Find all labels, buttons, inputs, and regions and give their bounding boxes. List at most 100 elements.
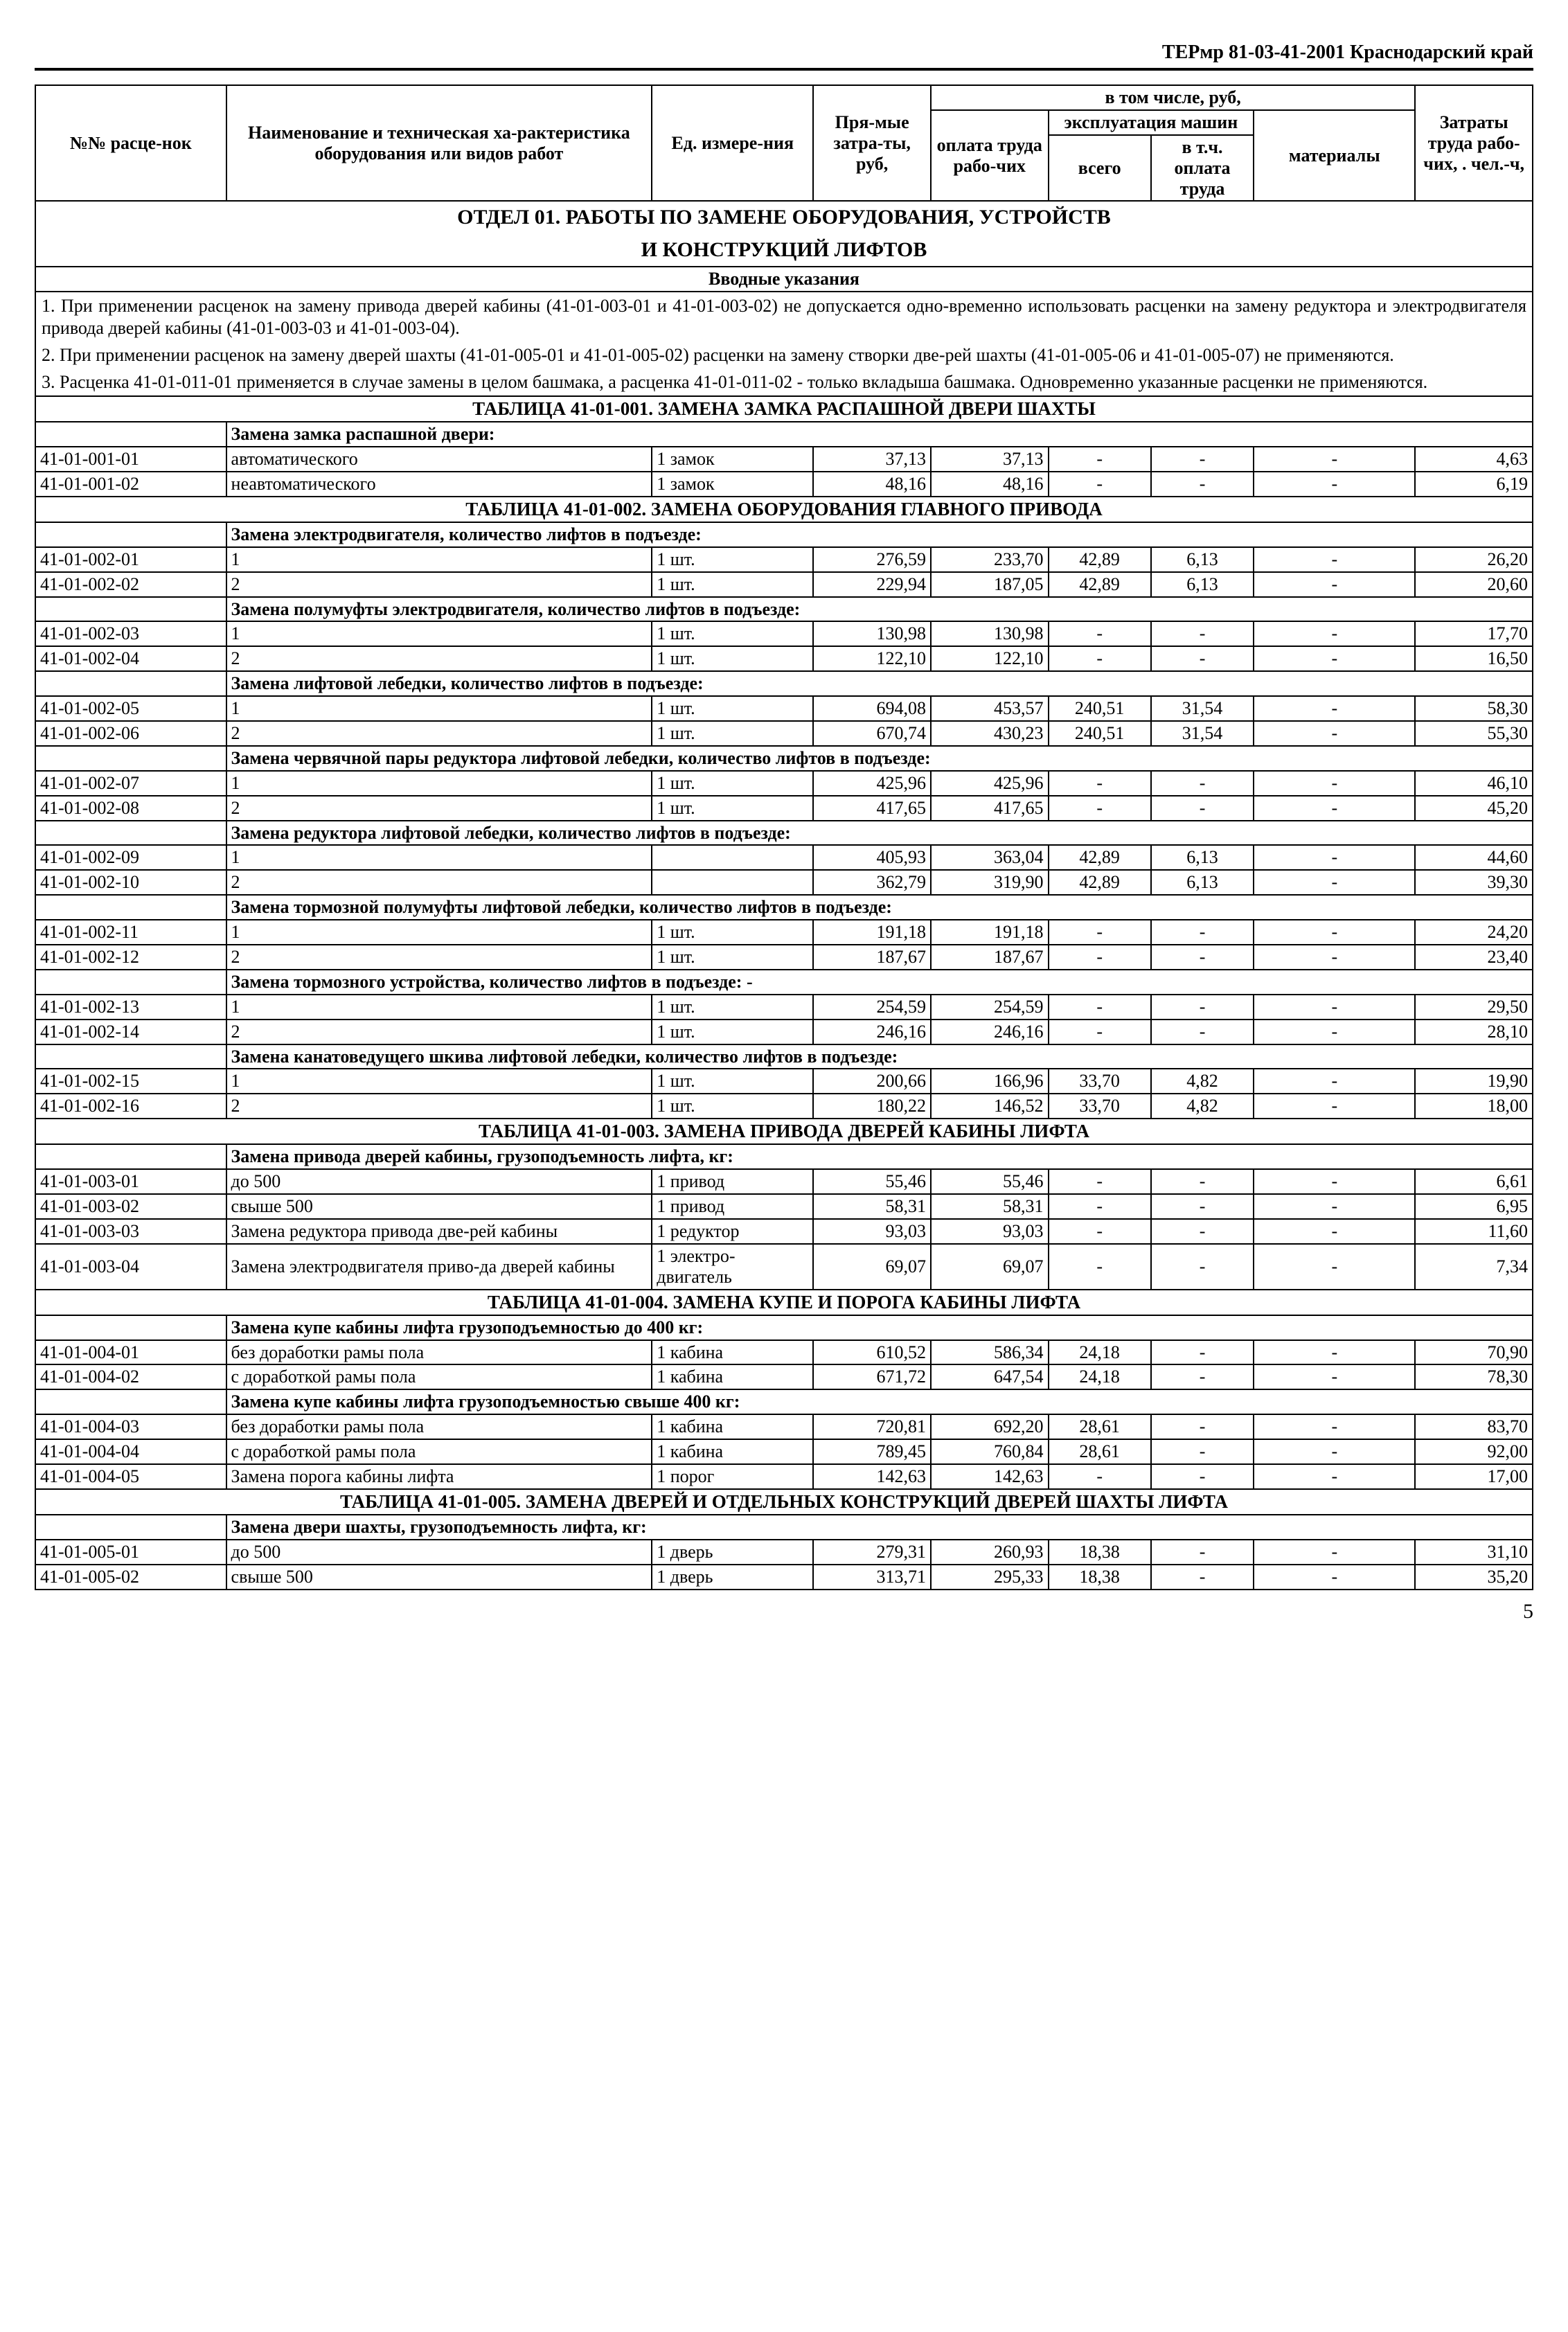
cell-v3: 31,54 [1151, 696, 1254, 721]
cell-v0: 425,96 [813, 771, 931, 796]
cell-v5: 28,10 [1415, 1020, 1533, 1044]
cell-unit: 1 электро-двигатель [652, 1244, 813, 1290]
t002-title: ТАБЛИЦА 41-01-002. ЗАМЕНА ОБОРУДОВАНИЯ Г… [35, 497, 1533, 522]
cell-v0: 789,45 [813, 1439, 931, 1464]
cell-unit: 1 кабина [652, 1414, 813, 1439]
cell-v1: 146,52 [931, 1094, 1049, 1119]
t003-title: ТАБЛИЦА 41-01-003. ЗАМЕНА ПРИВОДА ДВЕРЕЙ… [35, 1119, 1533, 1144]
cell-v3: 6,13 [1151, 845, 1254, 870]
cell-v0: 417,65 [813, 796, 931, 821]
cell-code: 41-01-005-02 [35, 1565, 226, 1590]
t002-g6: Замена тормозной полумуфты лифтовой лебе… [226, 895, 1533, 920]
cell-name: свыше 500 [226, 1565, 652, 1590]
cell-v2: - [1049, 447, 1151, 472]
cell-v4: - [1254, 1094, 1415, 1119]
doc-header: ТЕРмр 81-03-41-2001 Краснодарский край [35, 42, 1533, 71]
col-name: Наименование и техническая ха-рактеристи… [226, 85, 652, 201]
t002-g1: Замена электродвигателя, количество лифт… [226, 522, 1533, 547]
cell-v3: - [1151, 771, 1254, 796]
cell-unit: 1 кабина [652, 1439, 813, 1464]
col-mat: материалы [1254, 110, 1415, 202]
cell-v3: 6,13 [1151, 572, 1254, 597]
cell-v0: 694,08 [813, 696, 931, 721]
cell-v0: 229,94 [813, 572, 931, 597]
cell-v2: - [1049, 796, 1151, 821]
table-row: 41-01-002-102362,79319,9042,896,13-39,30 [35, 870, 1533, 895]
cell-v4: - [1254, 1219, 1415, 1244]
cell-v2: 24,18 [1049, 1340, 1151, 1365]
cell-v1: 55,46 [931, 1169, 1049, 1194]
cell-v0: 405,93 [813, 845, 931, 870]
cell-v4: - [1254, 646, 1415, 671]
cell-unit: 1 шт. [652, 721, 813, 746]
cell-name: до 500 [226, 1169, 652, 1194]
table-row: 41-01-002-0111 шт.276,59233,7042,896,13-… [35, 547, 1533, 572]
cell-v4: - [1254, 447, 1415, 472]
cell-code: 41-01-004-03 [35, 1414, 226, 1439]
cell-v5: 19,90 [1415, 1069, 1533, 1094]
cell-name: 2 [226, 1020, 652, 1044]
table-row: 41-01-002-1111 шт.191,18191,18---24,20 [35, 920, 1533, 945]
intro-p2: 2. При применении расценок на замену две… [35, 341, 1533, 368]
cell-v1: 166,96 [931, 1069, 1049, 1094]
cell-code: 41-01-002-11 [35, 920, 226, 945]
cell-v2: - [1049, 920, 1151, 945]
cell-v3: 31,54 [1151, 721, 1254, 746]
cell-v0: 69,07 [813, 1244, 931, 1290]
cell-name: неавтоматического [226, 472, 652, 497]
cell-unit: 1 привод [652, 1169, 813, 1194]
cell-v5: 24,20 [1415, 920, 1533, 945]
cell-v4: - [1254, 920, 1415, 945]
cell-v5: 31,10 [1415, 1540, 1533, 1565]
cell-v2: 28,61 [1049, 1439, 1151, 1464]
cell-v3: - [1151, 1464, 1254, 1489]
t005-title: ТАБЛИЦА 41-01-005. ЗАМЕНА ДВЕРЕЙ И ОТДЕЛ… [35, 1489, 1533, 1515]
cell-unit [652, 845, 813, 870]
cell-v3: - [1151, 1364, 1254, 1389]
cell-v5: 83,70 [1415, 1414, 1533, 1439]
col-mach-total: всего [1049, 135, 1151, 202]
cell-v1: 430,23 [931, 721, 1049, 746]
cell-v1: 647,54 [931, 1364, 1049, 1389]
cell-v1: 246,16 [931, 1020, 1049, 1044]
cell-v0: 313,71 [813, 1565, 931, 1590]
cell-v0: 362,79 [813, 870, 931, 895]
cell-unit: 1 шт. [652, 646, 813, 671]
cell-unit: 1 замок [652, 472, 813, 497]
table-row: 41-01-003-01до 5001 привод55,4655,46---6… [35, 1169, 1533, 1194]
cell-v0: 279,31 [813, 1540, 931, 1565]
cell-v5: 29,50 [1415, 995, 1533, 1020]
cell-v3: 6,13 [1151, 547, 1254, 572]
cell-v5: 6,61 [1415, 1169, 1533, 1194]
cell-v5: 58,30 [1415, 696, 1533, 721]
t002-g8: Замена канатоведущего шкива лифтовой леб… [226, 1044, 1533, 1069]
cell-code: 41-01-002-15 [35, 1069, 226, 1094]
cell-v0: 55,46 [813, 1169, 931, 1194]
cell-v2: - [1049, 945, 1151, 970]
cell-v3: - [1151, 621, 1254, 646]
cell-v0: 187,67 [813, 945, 931, 970]
cell-v2: - [1049, 1169, 1151, 1194]
cell-v5: 18,00 [1415, 1094, 1533, 1119]
cell-v4: - [1254, 1439, 1415, 1464]
cell-unit: 1 шт. [652, 572, 813, 597]
t002-g3: Замена лифтовой лебедки, количество лифт… [226, 671, 1533, 696]
cell-v5: 7,34 [1415, 1244, 1533, 1290]
cell-code: 41-01-002-04 [35, 646, 226, 671]
cell-v0: 671,72 [813, 1364, 931, 1389]
cell-name: 1 [226, 621, 652, 646]
cell-v2: - [1049, 472, 1151, 497]
cell-name: с доработкой рамы пола [226, 1439, 652, 1464]
cell-v0: 93,03 [813, 1219, 931, 1244]
cell-v2: - [1049, 646, 1151, 671]
cell-v1: 260,93 [931, 1540, 1049, 1565]
cell-v2: 240,51 [1049, 696, 1151, 721]
cell-name: без доработки рамы пола [226, 1414, 652, 1439]
cell-v2: - [1049, 1464, 1151, 1489]
cell-v4: - [1254, 572, 1415, 597]
t001-group: Замена замка распашной двери: [226, 422, 1533, 447]
cell-code: 41-01-002-07 [35, 771, 226, 796]
cell-v5: 35,20 [1415, 1565, 1533, 1590]
cell-v2: 33,70 [1049, 1069, 1151, 1094]
cell-v4: - [1254, 1069, 1415, 1094]
